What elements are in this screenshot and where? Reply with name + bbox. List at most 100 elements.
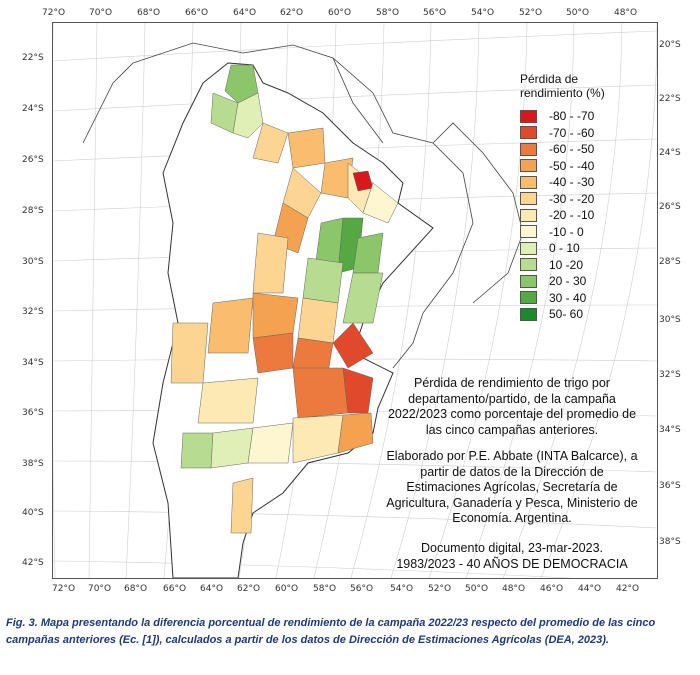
lon-tick-top: 56°O: [423, 8, 447, 18]
lat-tick-right: 36°S: [659, 481, 681, 491]
legend-swatch: [520, 258, 537, 272]
map-document-info: Documento digital, 23-mar-2023. 1983/202…: [362, 541, 662, 572]
lat-tick-right: 34°S: [659, 425, 681, 435]
lat-tick-left: 24°S: [22, 104, 44, 114]
legend-item: -60 - -50: [520, 141, 605, 158]
legend-label: -60 - -50: [549, 142, 595, 157]
lon-tick-top: 60°O: [328, 8, 352, 18]
legend-item: -30 - -20: [520, 191, 605, 208]
legend-item: -20 - -10: [520, 207, 605, 224]
credits-line: Estimaciones Agrícolas, Secretaría de: [406, 480, 618, 494]
lon-tick-bottom: 50°O: [465, 584, 489, 594]
legend-item: -40 - -30: [520, 174, 605, 191]
department: [342, 272, 384, 324]
legend-item: 30 - 40: [520, 290, 605, 307]
yield-choropleth: [170, 64, 399, 534]
legend-title: Pérdida de rendimiento (%): [520, 72, 605, 100]
legend-label: 10 -20: [549, 257, 584, 272]
lat-tick-left: 28°S: [22, 206, 44, 216]
lon-tick-bottom: 54°O: [390, 584, 414, 594]
legend-swatch: [520, 159, 537, 173]
lon-tick-top: 64°O: [233, 8, 257, 18]
department: [287, 127, 326, 169]
legend-swatch: [520, 208, 537, 222]
lat-tick-right: 28°S: [659, 257, 681, 267]
lat-tick-left: 36°S: [22, 408, 44, 418]
doc-line: Documento digital, 23-mar-2023.: [420, 541, 604, 555]
department: [170, 322, 209, 384]
figure-caption: Fig. 3. Mapa presentando la diferencia p…: [6, 615, 696, 649]
legend-item: -80 - -70: [520, 108, 605, 125]
map-frame: [52, 22, 658, 579]
lon-tick-bottom: 68°O: [124, 584, 148, 594]
legend-label: -40 - -30: [549, 175, 595, 190]
legend-swatch: [520, 225, 537, 239]
credits-line: Elaborado por P.E. Abbate (INTA Balcarce…: [386, 449, 638, 463]
lat-tick-left: 42°S: [22, 558, 44, 568]
lat-tick-left: 26°S: [22, 155, 44, 165]
legend-label: -70 - -60: [549, 125, 595, 140]
lat-tick-left: 32°S: [22, 307, 44, 317]
legend-label: -80 - -70: [549, 109, 595, 124]
lat-tick-right: 22°S: [659, 94, 681, 104]
lon-tick-top: 72°O: [42, 8, 66, 18]
legend-item: 20 - 30: [520, 273, 605, 290]
lon-tick-top: 68°O: [137, 8, 161, 18]
description-line: las cinco campañas anteriores.: [425, 422, 599, 437]
lon-tick-top: 50°O: [566, 8, 590, 18]
legend-swatch: [520, 274, 537, 288]
lon-tick-bottom: 72°O: [52, 584, 76, 594]
lon-tick-bottom: 62°O: [237, 584, 261, 594]
map-credits: Elaborado por P.E. Abbate (INTA Balcarce…: [362, 449, 662, 527]
lat-tick-right: 20°S: [659, 40, 681, 50]
legend-label: 30 - 40: [549, 290, 587, 305]
lat-tick-right: 32°S: [659, 370, 681, 380]
lat-tick-right: 30°S: [659, 315, 681, 325]
lon-tick-top: 54°O: [471, 8, 495, 18]
lon-tick-bottom: 52°O: [428, 584, 452, 594]
lat-tick-left: 22°S: [22, 53, 44, 63]
legend-swatch: [520, 109, 537, 123]
department: [207, 297, 254, 354]
lon-tick-bottom: 46°O: [540, 584, 564, 594]
legend-label: 0 - 10: [549, 241, 580, 256]
legend-title-line: Pérdida de: [520, 72, 579, 86]
department: [252, 332, 294, 374]
department: [362, 182, 399, 224]
legend-label: -10 - 0: [549, 224, 584, 239]
legend-swatch: [520, 126, 537, 140]
lat-tick-left: 38°S: [22, 459, 44, 469]
department: [252, 122, 289, 164]
department: [210, 427, 254, 469]
legend-item: 50- 60: [520, 306, 605, 323]
legend-label: -20 - -10: [549, 208, 595, 223]
lat-tick-left: 34°S: [22, 358, 44, 368]
caption-line: campañas anteriores (Ec. [1]), calculado…: [6, 634, 609, 646]
lat-tick-right: 26°S: [659, 202, 681, 212]
department: [292, 367, 349, 419]
legend-swatch: [520, 241, 537, 255]
legend-rows: -80 - -70 -70 - -60 -60 - -50 -50 - -40 -40 …: [520, 108, 605, 323]
description-line: Pérdida de rendimiento de trigo por: [414, 376, 610, 390]
lon-tick-bottom: 42°O: [616, 584, 640, 594]
department: [197, 377, 259, 424]
lat-tick-right: 24°S: [659, 148, 681, 158]
lon-tick-bottom: 48°O: [502, 584, 526, 594]
doc-line: 1983/2023 - 40 AÑOS DE DEMOCRACIA: [396, 556, 628, 571]
legend-item: -70 - -60: [520, 125, 605, 142]
department: [252, 232, 289, 294]
department: [302, 257, 344, 304]
legend-label: 50- 60: [549, 307, 584, 322]
credits-line: Agricultura, Ganadería y Pesca, Minister…: [386, 495, 638, 510]
lon-tick-bottom: 58°O: [313, 584, 337, 594]
lon-tick-top: 70°O: [89, 8, 113, 18]
legend-item: 10 -20: [520, 257, 605, 274]
legend-swatch: [520, 307, 537, 321]
legend-item: -10 - 0: [520, 224, 605, 241]
map-legend: Pérdida de rendimiento (%) -80 - -70 -70 …: [520, 72, 605, 323]
lat-tick-left: 30°S: [22, 257, 44, 267]
lon-tick-top: 66°O: [185, 8, 209, 18]
argentina-yield-map: [53, 23, 657, 578]
department: [180, 432, 214, 469]
lon-tick-top: 48°O: [614, 8, 638, 18]
